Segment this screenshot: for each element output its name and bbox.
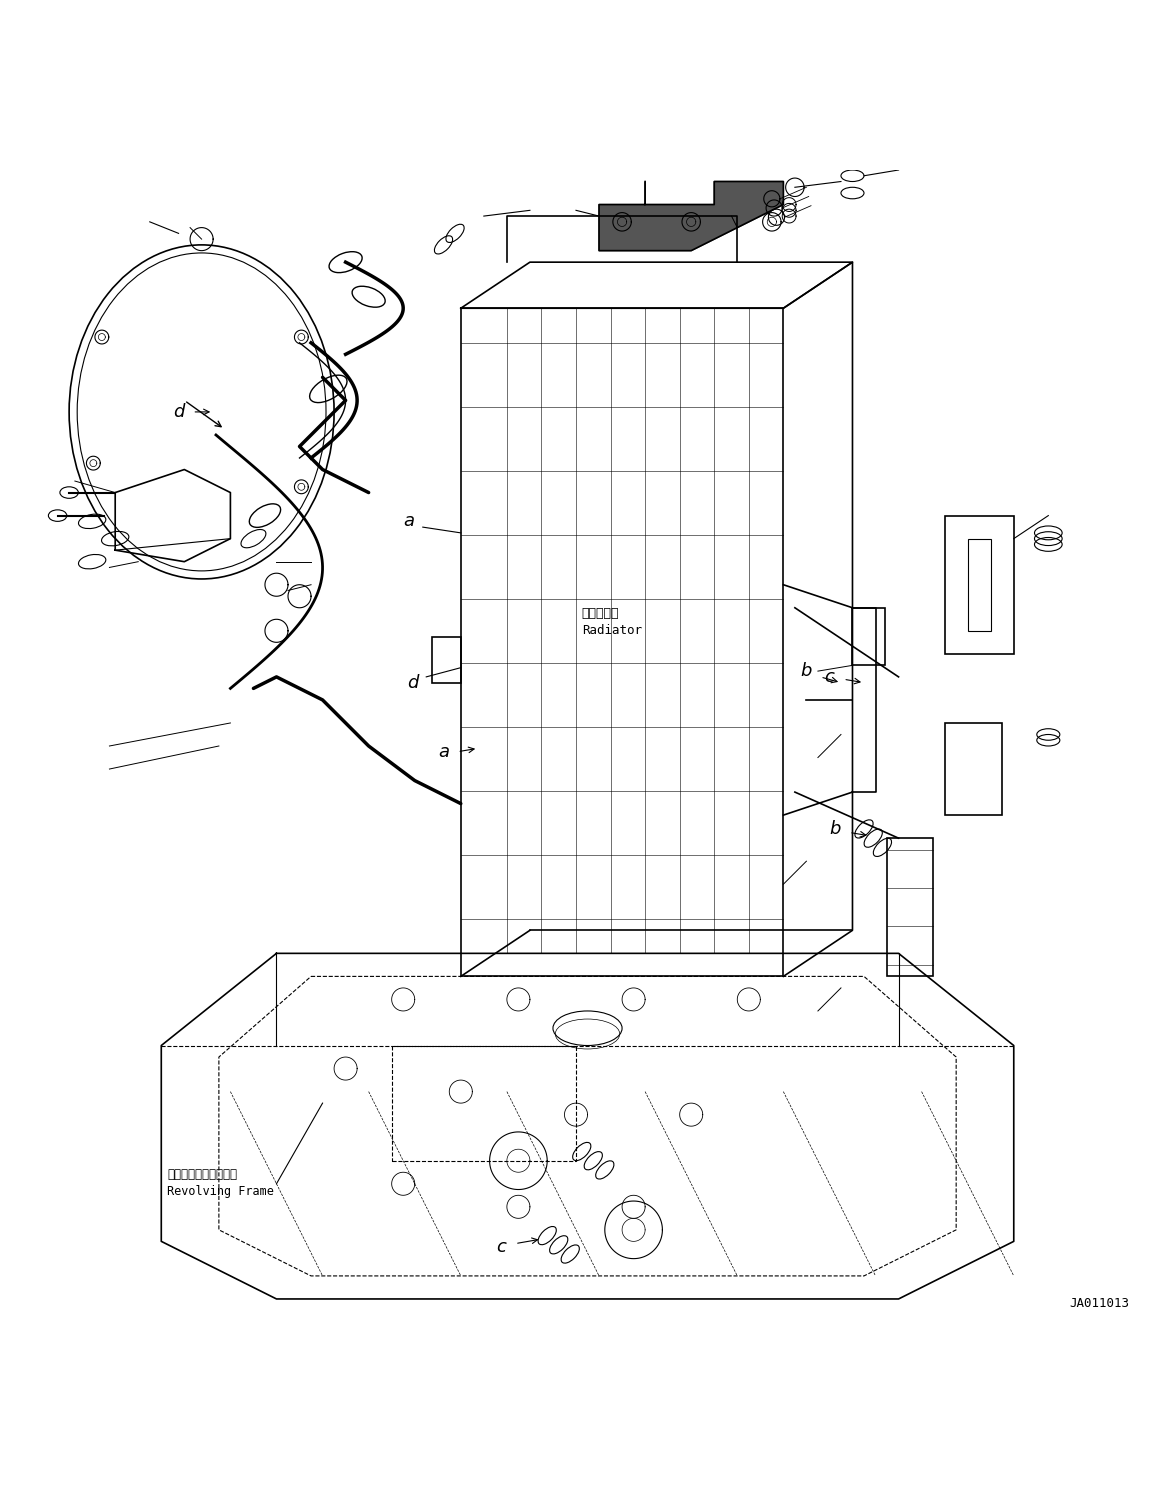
Bar [945, 516, 1014, 653]
Polygon shape [599, 182, 783, 251]
Text: b: b [829, 821, 841, 839]
Text: a: a [438, 743, 449, 761]
Text: c: c [825, 668, 834, 686]
Bar [432, 637, 461, 683]
Text: c: c [497, 1238, 506, 1256]
Text: a: a [403, 512, 415, 530]
Bar [887, 839, 933, 976]
Bar [852, 607, 885, 665]
Text: Radiator: Radiator [582, 624, 642, 637]
Text: Revolving Frame: Revolving Frame [167, 1185, 274, 1198]
Text: b: b [801, 662, 812, 680]
Bar [392, 1046, 576, 1161]
Bar [968, 539, 991, 631]
Text: d: d [407, 674, 418, 692]
Text: レボルビングフレーム: レボルビングフレーム [167, 1168, 237, 1182]
Text: ラジエータ: ラジエータ [582, 607, 620, 621]
Text: JA011013: JA011013 [1069, 1298, 1129, 1310]
Text: d: d [173, 403, 184, 421]
Bar [945, 724, 1002, 815]
